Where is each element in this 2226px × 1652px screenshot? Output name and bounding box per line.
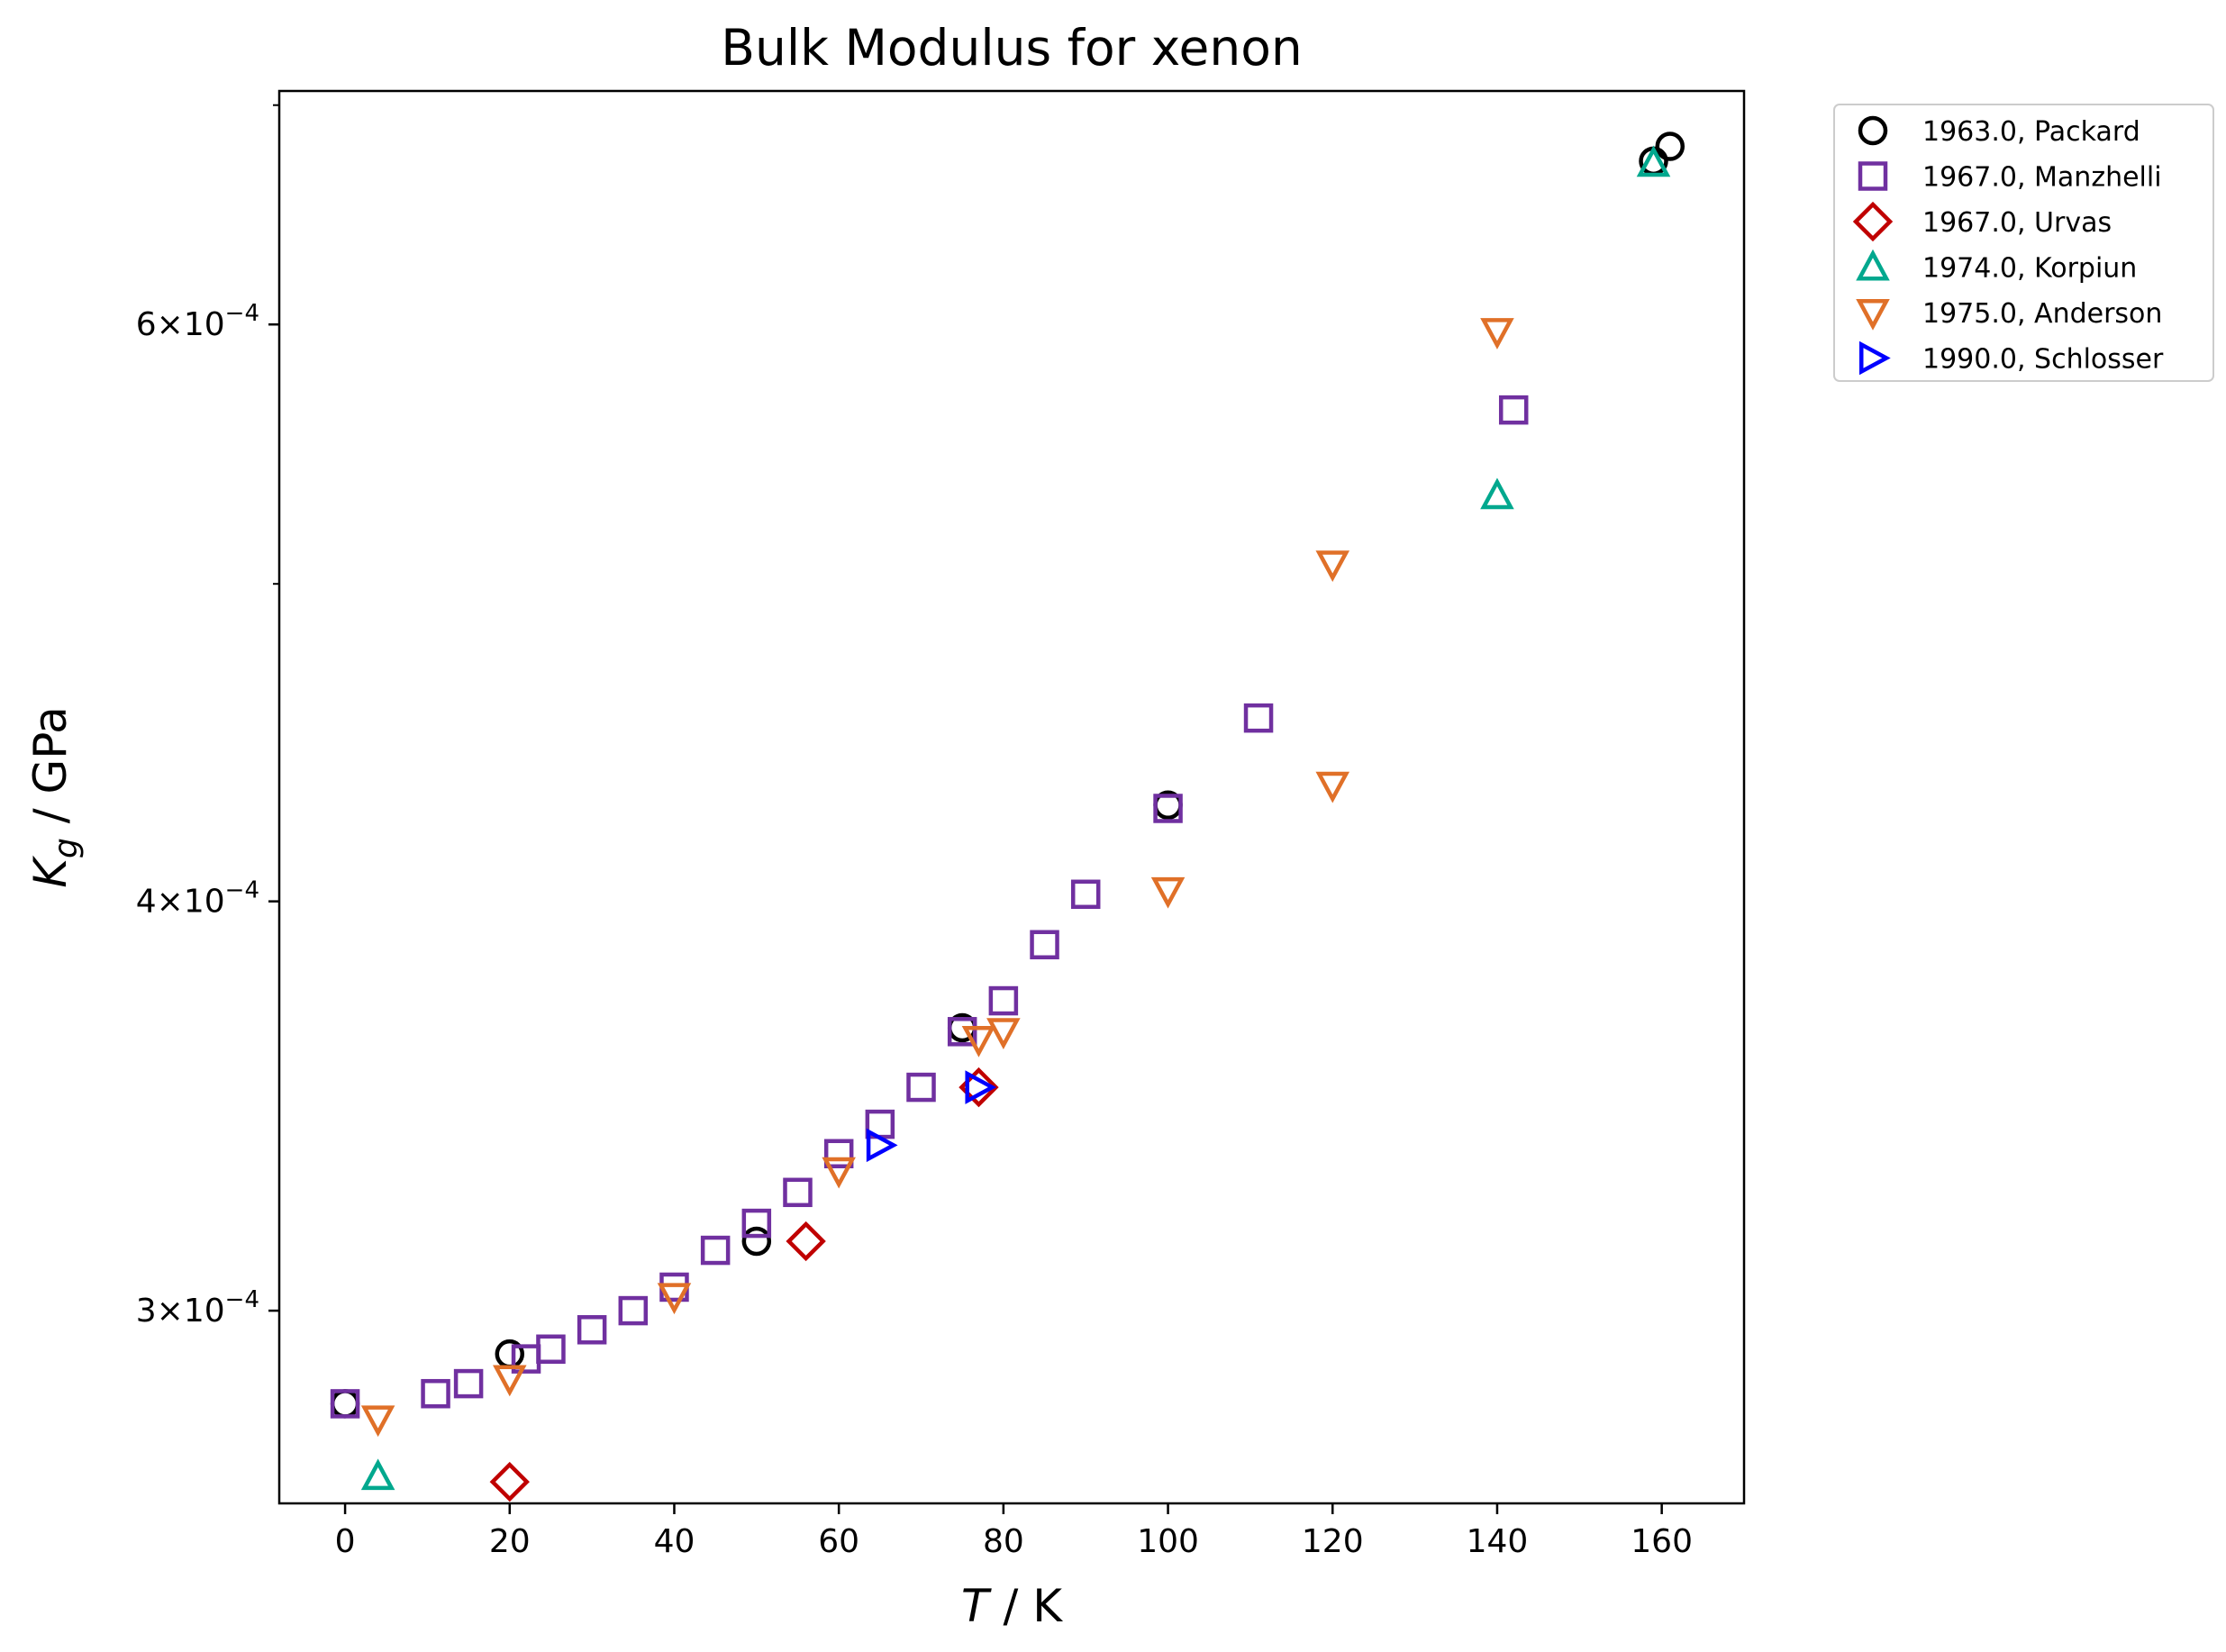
data-point-circle-0-2 (741, 1226, 772, 1257)
x-tick-label: 0 (335, 1523, 356, 1560)
legend-label: 1990.0, Schlosser (1922, 344, 2164, 376)
legend-label: 1974.0, Korpiun (1922, 253, 2137, 285)
data-point-triangle-up-3-1 (1480, 477, 1514, 510)
y-axis-title: Kg / GPa (24, 706, 85, 888)
data-point-square-1-20 (1498, 395, 1529, 425)
legend-label: 1975.0, Anderson (1922, 298, 2162, 330)
y-axis-unit: / GPa (24, 706, 77, 838)
data-point-square-1-4 (536, 1334, 566, 1365)
x-tick-label: 20 (489, 1523, 531, 1560)
y-axis-variable: K (24, 855, 77, 888)
x-tick-label: 140 (1467, 1523, 1529, 1560)
legend-marker-triangle-down (1856, 299, 1890, 331)
y-axis-ticks: 3×10−4 4×10−4 6×10−4 (136, 104, 279, 1330)
legend-marker-triangle-right (1859, 340, 1891, 376)
data-point-square-1-8 (700, 1235, 731, 1266)
data-point-square-1-15 (988, 985, 1019, 1016)
data-point-square-1-6 (618, 1295, 649, 1326)
data-points-layer (330, 132, 1685, 1502)
data-point-triangle-down-4-7 (1315, 771, 1350, 803)
plot-frame (277, 89, 1746, 1505)
data-point-diamond-2-0 (489, 1461, 530, 1502)
data-point-square-1-16 (1030, 930, 1059, 960)
data-point-triangle-down-4-5 (986, 1018, 1021, 1050)
legend-entries: 1963.0, Packard 1967.0, Manzhelli 1967.0, … (1852, 115, 2164, 376)
x-tick-label: 160 (1631, 1523, 1693, 1560)
data-point-square-1-9 (741, 1208, 772, 1239)
data-point-triangle-down-4-2 (657, 1283, 692, 1315)
y-tick-label: 3×10−4 (136, 1286, 259, 1330)
x-tick-label: 120 (1302, 1523, 1364, 1560)
data-point-triangle-down-4-4 (961, 1025, 996, 1057)
x-axis-variable: T (961, 1580, 992, 1632)
chart-title: Bulk Modulus for xenon (721, 19, 1303, 77)
x-axis-title: T / K (961, 1580, 1063, 1632)
data-point-triangle-up-3-2 (1636, 145, 1671, 177)
data-point-square-1-2 (453, 1368, 484, 1399)
data-point-triangle-down-4-6 (1150, 876, 1186, 909)
data-point-square-1-13 (906, 1072, 936, 1103)
legend-marker-circle (1858, 115, 1888, 146)
data-point-square-1-19 (1243, 703, 1274, 733)
data-point-circle-0-6 (1655, 132, 1685, 161)
data-point-square-1-1 (421, 1378, 450, 1409)
x-tick-label: 40 (654, 1523, 695, 1560)
data-point-triangle-down-4-1 (493, 1365, 527, 1397)
data-point-triangle-up-3-0 (360, 1458, 395, 1491)
data-point-triangle-down-4-9 (1480, 318, 1514, 349)
data-point-square-1-10 (783, 1177, 813, 1208)
x-axis-ticks: 0 20 40 60 80 100 120 140 160 (335, 1503, 1693, 1560)
data-point-square-1-18 (1153, 794, 1183, 823)
data-point-square-1-5 (577, 1315, 607, 1345)
y-axis-subscript: g (48, 838, 85, 858)
legend-box (1833, 104, 2214, 382)
legend-marker-square (1858, 161, 1888, 191)
data-point-diamond-2-1 (786, 1221, 826, 1262)
data-point-triangle-down-4-0 (360, 1405, 395, 1438)
data-point-square-1-17 (1070, 879, 1101, 910)
legend-label: 1963.0, Packard (1922, 116, 2140, 148)
data-point-square-1-0 (330, 1389, 360, 1419)
data-point-triangle-right-5-1 (965, 1070, 997, 1104)
y-tick-label: 4×10−4 (136, 877, 259, 921)
data-point-triangle-right-5-0 (866, 1128, 898, 1163)
legend-label: 1967.0, Urvas (1922, 207, 2112, 239)
legend-label: 1967.0, Manzhelli (1922, 162, 2162, 194)
data-point-square-1-11 (823, 1139, 854, 1169)
y-tick-label: 6×10−4 (136, 300, 259, 343)
data-point-triangle-down-4-3 (822, 1157, 856, 1189)
data-point-triangle-down-4-8 (1315, 550, 1350, 582)
legend-marker-triangle-up (1856, 249, 1890, 281)
legend: 1963.0, Packard 1967.0, Manzhelli 1967.0, … (1833, 104, 2214, 382)
legend-marker-diamond (1852, 201, 1894, 242)
x-tick-label: 80 (983, 1523, 1024, 1560)
x-tick-label: 100 (1137, 1523, 1199, 1560)
x-tick-label: 60 (818, 1523, 859, 1560)
data-point-square-1-14 (947, 1017, 977, 1047)
x-axis-unit: / K (989, 1580, 1064, 1632)
